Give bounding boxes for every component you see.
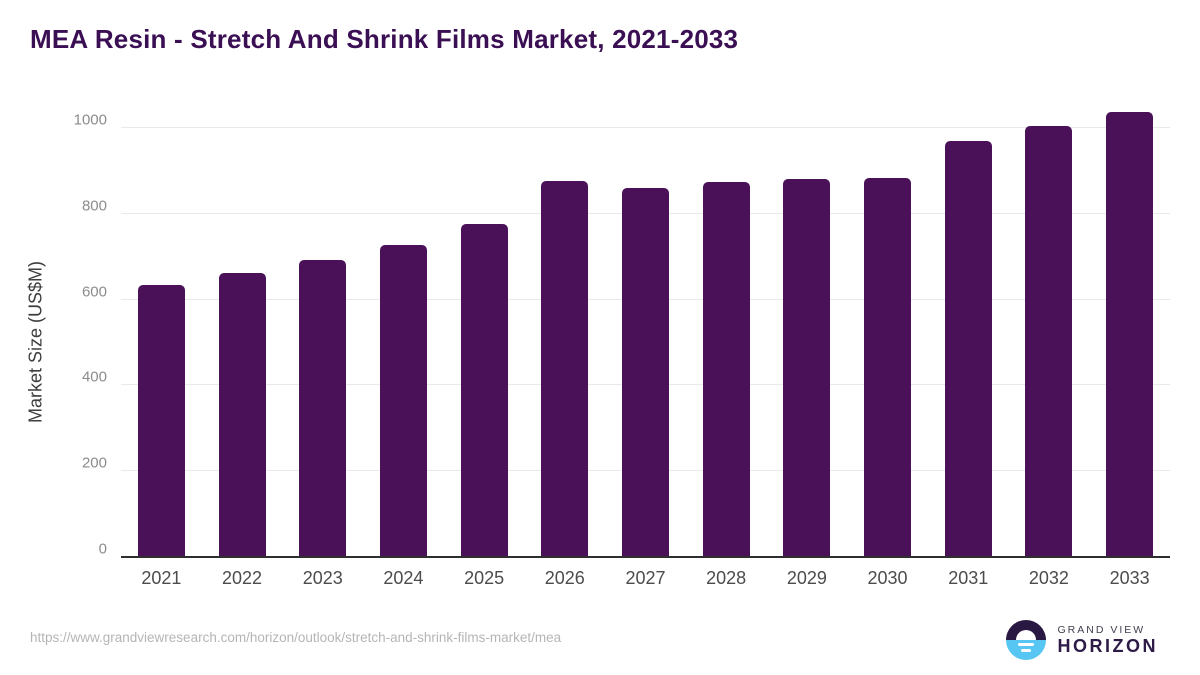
bar-cell-2021: [121, 128, 202, 557]
bar-cell-2025: [444, 128, 525, 557]
x-tick-label-2026: 2026: [544, 568, 585, 588]
x-tick-label-2022: 2022: [222, 568, 263, 588]
logo-sun-dome: [1015, 630, 1036, 640]
bar-2025: [460, 223, 508, 557]
bar-cell-2022: [202, 128, 283, 557]
y-tick-label-600: 600: [81, 283, 107, 301]
bar-cell-2031: [928, 128, 1009, 557]
logo-reflection-bar-1: [1017, 643, 1034, 646]
bar-2024: [379, 244, 427, 557]
x-tick-label-2027: 2027: [625, 568, 666, 588]
bar-2028: [702, 181, 750, 557]
chart-title: MEA Resin - Stretch And Shrink Films Mar…: [30, 24, 739, 54]
grand-view-horizon-logo: GRAND VIEW HORIZON: [1005, 620, 1159, 660]
x-tick-label-2032: 2032: [1028, 568, 1069, 588]
bar-cell-2032: [1009, 125, 1090, 557]
bar-cell-2026: [524, 128, 605, 557]
bar-2033: [1106, 112, 1154, 557]
bar-cell-2027: [605, 128, 686, 557]
bar-2022: [218, 272, 266, 557]
bar-cell-2024: [363, 128, 444, 557]
x-tick-label-2028: 2028: [706, 568, 747, 588]
x-tick-label-2024: 2024: [383, 568, 424, 588]
x-tick-label-2031: 2031: [948, 568, 989, 588]
bar-2031: [944, 140, 992, 557]
bar-2029: [783, 179, 831, 557]
logo-reflection-bar-2: [1020, 649, 1031, 652]
bar-2027: [621, 187, 669, 557]
bar-2023: [299, 259, 347, 557]
y-axis-title: Market Size (US$M): [25, 260, 46, 424]
bar-2021: [137, 284, 185, 557]
x-tick-label-2023: 2023: [302, 568, 343, 588]
y-tick-label-800: 800: [81, 197, 107, 215]
bar-series: [121, 112, 1170, 557]
y-tick-label-0: 0: [98, 540, 107, 558]
y-tick-label-400: 400: [81, 368, 107, 386]
x-axis-labels: 2021 2022 2023 2024 2025 2026 2027 2028 2029 2030…: [121, 568, 1170, 589]
x-tick-label-2021: 2021: [141, 568, 182, 588]
logo-brand-line: GRAND VIEW: [1057, 623, 1146, 636]
gridline-1000: [121, 127, 1170, 128]
bar-cell-2033: [1089, 112, 1170, 557]
x-tick-label-2029: 2029: [786, 568, 827, 588]
horizon-logo-icon: [1005, 620, 1046, 660]
bar-2026: [541, 181, 589, 557]
y-tick-label-200: 200: [81, 454, 107, 472]
plot-area: 0 200 400 600 800 1000: [74, 112, 1170, 558]
y-tick-label-1000: 1000: [73, 111, 107, 129]
bar-cell-2028: [686, 128, 767, 557]
bar-2032: [1025, 125, 1073, 557]
x-axis-line: [121, 556, 1170, 558]
x-tick-label-2025: 2025: [464, 568, 505, 588]
x-tick-label-2030: 2030: [867, 568, 908, 588]
bar-2030: [864, 177, 912, 557]
bar-cell-2023: [282, 128, 363, 557]
bar-cell-2029: [767, 128, 848, 557]
bar-cell-2030: [847, 128, 928, 557]
logo-product-line: HORIZON: [1057, 635, 1158, 656]
source-url-text: https://www.grandviewresearch.com/horizo…: [30, 630, 562, 645]
x-tick-label-2033: 2033: [1109, 568, 1150, 588]
logo-text: GRAND VIEW HORIZON: [1058, 624, 1159, 657]
